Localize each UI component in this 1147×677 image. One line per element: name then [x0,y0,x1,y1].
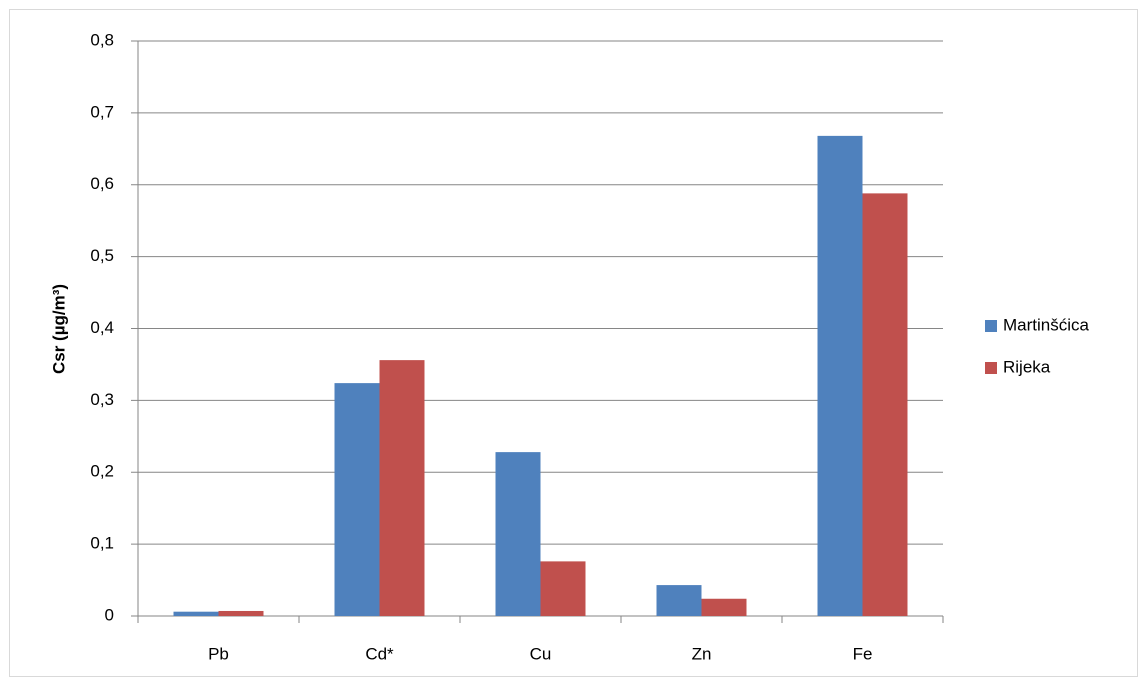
bar [701,598,747,616]
y-axis-label: Csr (µg/m³) [49,284,68,374]
y-tick-label: 0,7 [90,102,114,121]
y-tick-label: 0,3 [90,390,114,409]
legend-label: Rijeka [1003,357,1051,376]
y-tick-label: 0,6 [90,174,114,193]
bar [656,585,702,616]
y-tick-label: 0,2 [90,462,114,481]
x-tick-label: Fe [853,644,873,663]
legend-swatch [985,320,997,332]
y-tick-label: 0,5 [90,246,114,265]
x-tick-label: Cu [530,644,552,663]
x-tick-label: Zn [692,644,712,663]
y-tick-label: 0,8 [90,30,114,49]
y-tick-label: 0,1 [90,534,114,553]
x-tick-label: Pb [208,644,229,663]
bar [817,135,863,616]
bar [173,611,219,616]
bar [862,193,908,616]
bar [540,561,586,616]
x-tick-label: Cd* [365,644,394,663]
bar [379,360,425,616]
y-tick-label: 0 [105,605,114,624]
legend-label: Martinšćica [1003,315,1090,334]
bar [334,383,380,616]
legend-swatch [985,362,997,374]
y-tick-label: 0,4 [90,318,114,337]
bar [495,452,541,616]
bar [218,610,264,616]
